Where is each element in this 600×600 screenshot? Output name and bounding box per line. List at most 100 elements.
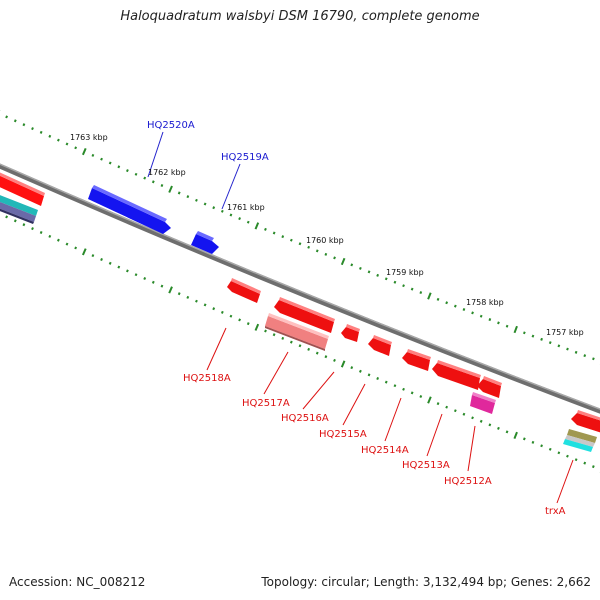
inner-scale-minor-tick xyxy=(358,369,362,373)
outer-scale-minor-tick xyxy=(212,206,216,210)
scale-label-1759: 1759 kbp xyxy=(386,268,424,277)
outer-scale-minor-tick xyxy=(419,291,423,295)
inner-scale-minor-tick xyxy=(125,269,129,273)
inner-scale-minor-tick xyxy=(238,318,242,322)
inner-scale-minor-tick xyxy=(203,303,207,307)
inner-scale-minor-tick xyxy=(505,430,509,434)
outer-scale-minor-tick xyxy=(220,209,224,213)
outer-scale-minor-tick xyxy=(574,350,578,354)
gene-left-edge-red[interactable] xyxy=(0,172,45,206)
gene-hq2512a-a[interactable] xyxy=(477,376,502,398)
inner-scale-minor-tick xyxy=(212,307,216,311)
gene-hq2520a[interactable] xyxy=(88,185,171,234)
inner-scale-minor-tick xyxy=(522,437,526,441)
scale-label-1757: 1757 kbp xyxy=(546,328,584,337)
outer-scale-minor-tick xyxy=(436,297,440,301)
label-hq2512a[interactable]: HQ2512A xyxy=(444,476,492,487)
outer-scale-minor-tick xyxy=(566,347,569,351)
gene-hq2517a[interactable] xyxy=(274,297,335,333)
gene-hq2513a[interactable] xyxy=(432,360,481,390)
inner-scale-minor-tick xyxy=(272,333,276,337)
label-hq2515a[interactable]: HQ2515A xyxy=(319,429,367,440)
scale-label-1760: 1760 kbp xyxy=(306,236,344,245)
label-hq2516a[interactable]: HQ2516A xyxy=(281,413,329,424)
label-hq2519a[interactable]: HQ2519A xyxy=(221,152,269,163)
outer-scale-minor-tick xyxy=(13,119,17,123)
inner-scale-minor-tick xyxy=(419,394,423,399)
inner-scale-major-tick xyxy=(513,431,518,439)
label-hq2518a[interactable]: HQ2518A xyxy=(183,373,231,384)
genome-backbone xyxy=(0,163,600,414)
outer-scale-minor-tick xyxy=(246,220,250,224)
gene-hq2512a-trna[interactable] xyxy=(470,392,496,414)
label-trxa[interactable]: trxA xyxy=(545,506,566,517)
gene-hq2518a[interactable] xyxy=(227,278,261,303)
scale-label-1762: 1762 kbp xyxy=(148,168,186,177)
gene-hq2517a-pseudo[interactable] xyxy=(265,313,329,351)
inner-scale-major-tick xyxy=(254,323,260,331)
gene-hq2514a[interactable] xyxy=(402,349,431,371)
inner-scale-minor-tick xyxy=(445,405,449,409)
outer-scale-minor-tick xyxy=(56,138,60,142)
genome-backbone-highlight xyxy=(0,163,600,410)
inner-scale-major-tick xyxy=(168,286,173,294)
outer-scale-minor-tick xyxy=(522,331,526,335)
inner-scale-minor-tick xyxy=(367,373,371,377)
inner-scale-minor-tick xyxy=(177,292,181,296)
outer-scale-major-tick xyxy=(81,147,87,156)
outer-scale-minor-tick xyxy=(315,249,319,253)
inner-scale-minor-tick xyxy=(453,409,457,413)
outer-scale-minor-tick xyxy=(195,198,198,202)
inner-scale-minor-tick xyxy=(117,265,121,269)
inner-scale-minor-tick xyxy=(289,340,293,344)
inner-scale-minor-tick xyxy=(74,246,78,250)
outer-scale-minor-tick xyxy=(350,263,354,267)
outer-scale-minor-tick xyxy=(39,130,43,134)
outer-scale-minor-tick xyxy=(583,354,587,358)
inner-scale-minor-tick xyxy=(393,384,397,388)
outer-scale-minor-tick xyxy=(376,273,380,277)
outer-scale-minor-tick xyxy=(160,184,164,187)
outer-scale-minor-tick xyxy=(117,165,121,169)
inner-scale-minor-tick xyxy=(108,261,112,265)
inner-scale-major-tick xyxy=(81,248,87,256)
gene-trxa[interactable] xyxy=(563,429,597,452)
inner-scale-minor-tick xyxy=(48,234,52,238)
inner-scale-minor-tick xyxy=(13,219,17,223)
inner-scale-minor-tick xyxy=(229,314,233,318)
outer-scale-minor-tick xyxy=(471,311,474,315)
scale-ticks-inner xyxy=(0,210,600,474)
outer-scale-minor-tick xyxy=(31,127,34,131)
gene-hq2516a[interactable] xyxy=(341,324,360,342)
outer-scale-minor-tick xyxy=(393,280,397,284)
inner-scale-minor-tick xyxy=(264,329,267,333)
inner-scale-minor-tick xyxy=(548,447,552,451)
label-hq2520a[interactable]: HQ2520A xyxy=(147,120,195,131)
inner-scale-minor-tick xyxy=(160,284,164,288)
inner-scale-minor-tick xyxy=(195,299,198,303)
inner-scale-minor-tick xyxy=(307,347,311,351)
inner-scale-minor-tick xyxy=(324,355,328,359)
leader-hq2520a xyxy=(147,131,164,178)
inner-scale-minor-tick xyxy=(56,238,60,242)
label-hq2514a[interactable]: HQ2514A xyxy=(361,445,409,456)
inner-scale-minor-tick xyxy=(281,336,285,340)
gene-right-edge-red[interactable] xyxy=(571,410,600,434)
outer-scale-minor-tick xyxy=(359,266,362,270)
gene-left-edge-teal[interactable] xyxy=(0,194,38,224)
inner-scale-minor-tick xyxy=(574,458,578,462)
gene-hq2515a[interactable] xyxy=(368,335,392,356)
outer-scale-minor-tick xyxy=(134,172,138,176)
label-hq2513a[interactable]: HQ2513A xyxy=(402,460,450,471)
inner-scale-minor-tick xyxy=(479,419,483,423)
gene-hq2519a[interactable] xyxy=(191,231,219,254)
inner-scale-minor-tick xyxy=(5,215,9,219)
inner-scale-minor-tick xyxy=(22,223,26,227)
inner-scale-minor-tick xyxy=(531,440,535,444)
outer-scale-minor-tick xyxy=(177,191,181,195)
leader-hq2516a xyxy=(302,371,335,410)
inner-scale-minor-tick xyxy=(350,366,354,370)
label-hq2517a[interactable]: HQ2517A xyxy=(242,398,290,409)
inner-scale-minor-tick xyxy=(402,387,405,391)
